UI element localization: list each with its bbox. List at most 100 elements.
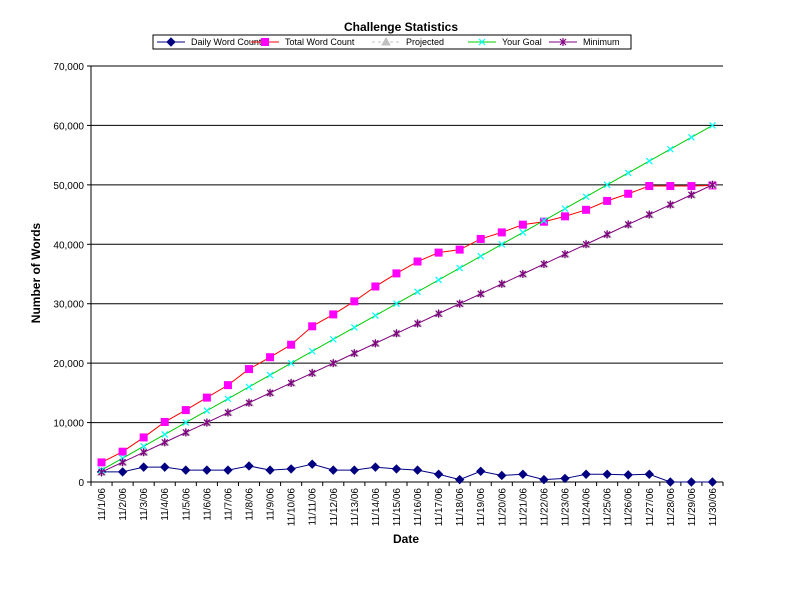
x-tick-label: 11/23/06 <box>561 488 572 527</box>
data-point <box>349 465 360 475</box>
data-point <box>498 240 506 248</box>
data-point <box>645 157 653 165</box>
data-point <box>582 240 590 249</box>
x-axis-title: Date <box>393 532 419 546</box>
data-point <box>518 469 528 479</box>
data-point <box>540 260 548 269</box>
data-point <box>350 349 358 358</box>
data-point <box>456 299 464 308</box>
data-point <box>307 459 317 469</box>
data-point <box>454 474 465 485</box>
data-point <box>687 133 695 141</box>
data-point <box>202 465 212 475</box>
y-tick-label: 40,000 <box>53 240 84 251</box>
data-point <box>223 465 233 475</box>
data-point <box>161 438 169 447</box>
legend-marker <box>381 36 391 46</box>
data-point <box>645 210 653 219</box>
legend-item: Total Word Count <box>251 37 355 47</box>
data-point <box>245 398 253 407</box>
data-point <box>391 464 402 474</box>
series-line <box>101 124 713 471</box>
y-tick-label: 70,000 <box>53 62 84 73</box>
data-point <box>624 220 632 229</box>
data-point <box>393 329 400 338</box>
y-tick-label: 60,000 <box>53 121 84 132</box>
data-point <box>603 181 611 189</box>
data-point <box>707 477 718 487</box>
data-point <box>308 322 317 331</box>
legend-label: Daily Word Count <box>191 37 262 47</box>
y-axis-title: Number of Words <box>29 222 43 323</box>
x-tick-label: 11/30/06 <box>708 488 719 527</box>
data-point <box>539 474 549 485</box>
data-point <box>371 282 380 291</box>
legend-marker <box>166 37 176 47</box>
x-tick-label: 11/24/06 <box>582 488 593 527</box>
data-point <box>140 448 148 457</box>
data-point <box>709 180 716 189</box>
data-point <box>160 417 169 426</box>
legend-marker <box>261 38 269 46</box>
gridlines <box>91 65 723 424</box>
data-point <box>117 467 128 477</box>
data-point <box>561 250 569 259</box>
data-point <box>412 465 423 475</box>
y-tick-label: 20,000 <box>53 359 84 370</box>
x-tick-label: 11/2/06 <box>118 488 129 521</box>
data-point <box>287 340 296 349</box>
data-point <box>350 297 359 306</box>
series-minimum <box>98 180 716 477</box>
data-point <box>602 469 612 479</box>
x-tick-label: 11/9/06 <box>266 488 277 521</box>
data-point <box>413 257 422 266</box>
series-line <box>101 184 713 463</box>
data-point <box>160 462 170 472</box>
x-tick-label: 11/4/06 <box>160 488 171 521</box>
y-tick-label: 10,000 <box>53 419 84 430</box>
data-point <box>666 145 674 153</box>
data-point <box>329 335 337 343</box>
x-tick-label: 11/19/06 <box>476 488 487 527</box>
data-point <box>182 428 190 437</box>
data-point <box>519 270 527 278</box>
data-point <box>181 465 191 475</box>
x-tick-label: 11/8/06 <box>245 488 256 521</box>
data-point <box>223 381 232 390</box>
y-tick-label: 50,000 <box>53 181 84 192</box>
data-point <box>624 189 633 198</box>
series-line <box>101 463 713 483</box>
data-point <box>477 252 485 260</box>
data-point <box>119 458 127 467</box>
y-tick-label: 0 <box>78 478 84 489</box>
data-point <box>434 248 443 257</box>
data-point <box>476 234 485 243</box>
data-point <box>287 359 295 367</box>
y-tick-label: 30,000 <box>53 300 84 311</box>
data-point <box>560 473 570 484</box>
data-point <box>561 212 569 221</box>
x-tick-label: 11/16/06 <box>413 488 424 527</box>
data-point <box>645 182 654 191</box>
x-tick-label: 11/20/06 <box>497 488 508 527</box>
legend-label: Minimum <box>583 37 620 47</box>
series-your-goal <box>98 122 716 474</box>
data-point <box>266 371 274 379</box>
series-layer <box>96 122 718 487</box>
legend-item: Minimum <box>549 37 620 47</box>
series-daily-word-count <box>96 459 718 487</box>
legend-marker <box>559 38 567 46</box>
data-point <box>582 205 591 214</box>
data-point <box>308 369 316 378</box>
data-point <box>182 419 190 426</box>
x-tick-label: 11/28/06 <box>666 488 677 527</box>
data-point <box>582 193 590 201</box>
data-point <box>202 393 211 402</box>
data-point <box>477 289 485 298</box>
data-point <box>181 406 190 415</box>
x-tick-label: 11/13/06 <box>350 488 361 527</box>
data-point <box>245 383 253 391</box>
data-point <box>665 477 676 487</box>
data-point <box>686 477 697 487</box>
chart-title: Challenge Statistics <box>344 20 458 34</box>
